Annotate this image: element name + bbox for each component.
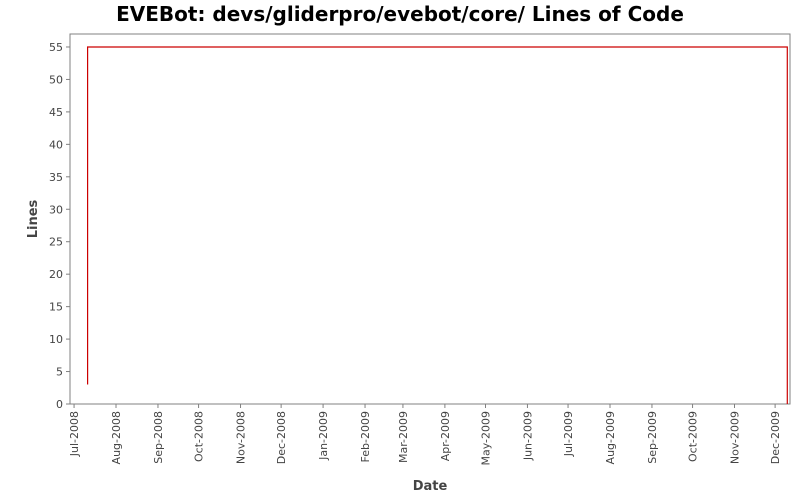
- y-tick-label: 45: [49, 106, 63, 119]
- x-tick-label: Oct-2008: [193, 411, 206, 462]
- y-tick-label: 50: [49, 73, 63, 86]
- y-tick-label: 25: [49, 236, 63, 249]
- x-tick-label: Aug-2009: [604, 411, 617, 464]
- x-tick-label: Sep-2009: [646, 411, 659, 464]
- series-line: [86, 46, 788, 404]
- x-tick-label: Apr-2009: [439, 411, 452, 461]
- x-tick-label: Mar-2009: [397, 411, 410, 463]
- x-tick-label: Dec-2009: [769, 411, 782, 464]
- x-tick-label: Aug-2008: [110, 411, 123, 464]
- y-tick-label: 40: [49, 138, 63, 151]
- y-tick-label: 5: [56, 366, 63, 379]
- x-tick-label: Sep-2008: [152, 411, 165, 464]
- x-tick-label: Jul-2008: [68, 411, 81, 457]
- x-tick-label: Nov-2009: [729, 411, 742, 464]
- chart-title: EVEBot: devs/gliderpro/evebot/core/ Line…: [116, 2, 684, 26]
- y-axis: 0 5 10 15 20 25 30 35 40 45 50 55: [49, 41, 70, 411]
- series-layer: [86, 46, 788, 404]
- x-tick-label: Jun-2009: [521, 411, 534, 461]
- y-tick-label: 35: [49, 171, 63, 184]
- y-tick-label: 10: [49, 333, 63, 346]
- y-axis-label: Lines: [26, 199, 41, 238]
- x-tick-label: Dec-2008: [275, 411, 288, 464]
- y-tick-label: 30: [49, 203, 63, 216]
- x-axis: Jul-2008 Aug-2008 Sep-2008 Oct-2008 Nov-2008…: [68, 404, 782, 466]
- plot-area: [69, 33, 791, 405]
- y-tick-label: 55: [49, 41, 63, 54]
- x-tick-label: Nov-2008: [235, 411, 248, 464]
- x-tick-label: May-2009: [479, 411, 492, 466]
- y-tick-label: 20: [49, 268, 63, 281]
- x-tick-label: Feb-2009: [359, 411, 372, 462]
- y-tick-label: 15: [49, 301, 63, 314]
- x-axis-label: Date: [413, 479, 448, 494]
- x-tick-label: Oct-2009: [687, 411, 700, 462]
- y-tick-label: 0: [56, 398, 63, 411]
- x-tick-label: Jan-2009: [317, 411, 330, 461]
- x-tick-label: Jul-2009: [562, 411, 575, 457]
